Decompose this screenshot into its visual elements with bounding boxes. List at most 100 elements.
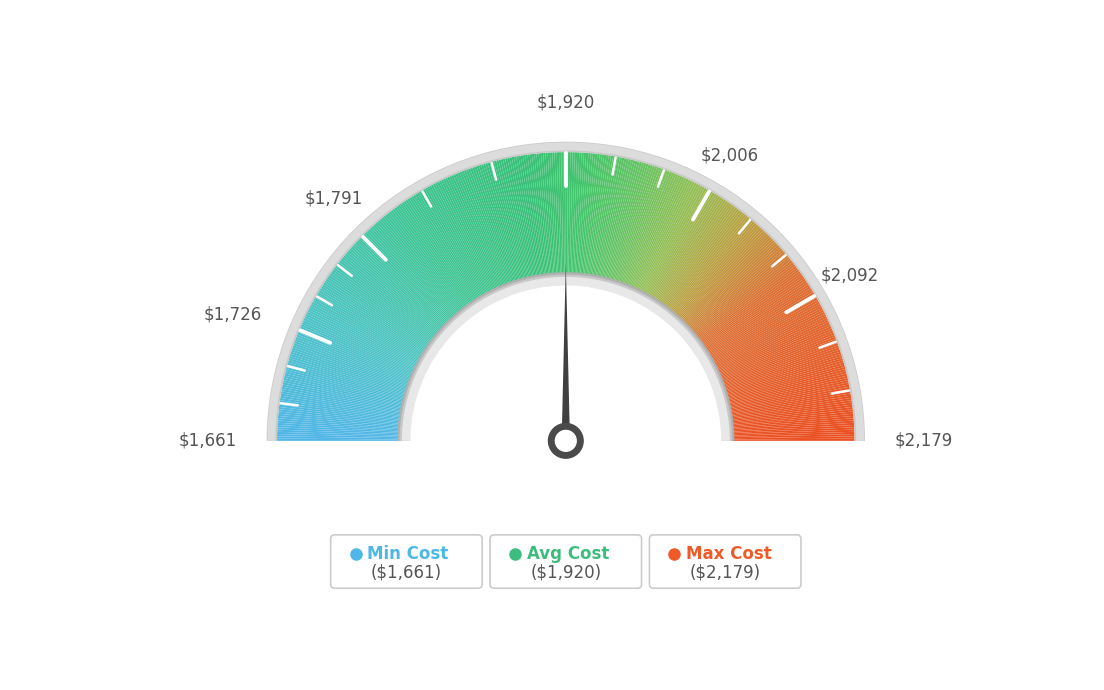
Wedge shape xyxy=(618,167,659,284)
Wedge shape xyxy=(466,169,509,285)
Wedge shape xyxy=(644,186,703,295)
Wedge shape xyxy=(314,298,422,359)
Wedge shape xyxy=(332,269,432,343)
Wedge shape xyxy=(280,398,402,417)
Wedge shape xyxy=(574,152,582,275)
Text: Avg Cost: Avg Cost xyxy=(527,545,609,563)
Wedge shape xyxy=(584,154,599,276)
Wedge shape xyxy=(672,218,752,313)
Wedge shape xyxy=(279,400,401,419)
Wedge shape xyxy=(443,179,496,290)
Text: ($1,661): ($1,661) xyxy=(371,564,442,582)
Wedge shape xyxy=(732,416,853,428)
Text: $1,726: $1,726 xyxy=(203,306,262,324)
Wedge shape xyxy=(337,264,434,340)
Wedge shape xyxy=(479,165,517,282)
Wedge shape xyxy=(731,409,853,424)
Circle shape xyxy=(411,286,721,595)
Wedge shape xyxy=(357,240,446,326)
Wedge shape xyxy=(491,161,524,280)
Wedge shape xyxy=(383,215,461,312)
Wedge shape xyxy=(671,217,750,313)
FancyBboxPatch shape xyxy=(330,535,482,589)
Wedge shape xyxy=(400,204,471,305)
Wedge shape xyxy=(694,259,792,337)
Circle shape xyxy=(549,424,583,458)
Wedge shape xyxy=(724,354,841,392)
Wedge shape xyxy=(731,402,852,420)
Wedge shape xyxy=(676,224,758,317)
Wedge shape xyxy=(278,411,401,425)
Wedge shape xyxy=(611,163,646,281)
Wedge shape xyxy=(682,235,769,323)
Wedge shape xyxy=(724,356,842,393)
Wedge shape xyxy=(633,177,684,289)
Wedge shape xyxy=(629,174,678,288)
Wedge shape xyxy=(388,213,464,310)
Wedge shape xyxy=(554,152,561,275)
Wedge shape xyxy=(308,310,417,366)
Wedge shape xyxy=(411,286,721,441)
Wedge shape xyxy=(556,152,562,275)
Wedge shape xyxy=(732,418,853,429)
Wedge shape xyxy=(730,395,851,416)
Wedge shape xyxy=(583,154,597,275)
Wedge shape xyxy=(599,158,627,278)
Wedge shape xyxy=(641,184,699,293)
Wedge shape xyxy=(623,169,666,285)
Wedge shape xyxy=(352,245,444,329)
Wedge shape xyxy=(628,173,677,287)
Wedge shape xyxy=(328,275,429,346)
Wedge shape xyxy=(637,179,691,291)
Wedge shape xyxy=(351,246,443,330)
Wedge shape xyxy=(363,233,450,322)
Wedge shape xyxy=(732,432,854,437)
Wedge shape xyxy=(532,154,548,276)
Wedge shape xyxy=(606,161,638,279)
Wedge shape xyxy=(514,157,538,277)
Wedge shape xyxy=(665,208,740,308)
Wedge shape xyxy=(288,360,406,395)
Wedge shape xyxy=(278,416,400,428)
Wedge shape xyxy=(716,320,829,373)
Wedge shape xyxy=(323,282,427,351)
Wedge shape xyxy=(639,181,694,292)
Wedge shape xyxy=(563,152,565,275)
Wedge shape xyxy=(715,316,827,370)
Wedge shape xyxy=(299,328,413,377)
Wedge shape xyxy=(723,347,840,388)
Wedge shape xyxy=(362,235,449,323)
Wedge shape xyxy=(457,172,505,287)
Wedge shape xyxy=(704,280,807,350)
Wedge shape xyxy=(428,186,488,295)
Wedge shape xyxy=(291,349,408,389)
Wedge shape xyxy=(725,362,845,397)
Wedge shape xyxy=(552,152,560,275)
Wedge shape xyxy=(310,304,420,363)
Wedge shape xyxy=(722,341,838,384)
Wedge shape xyxy=(394,207,468,307)
Wedge shape xyxy=(657,199,726,302)
Wedge shape xyxy=(288,358,406,395)
Wedge shape xyxy=(702,275,804,346)
Wedge shape xyxy=(732,436,854,440)
Wedge shape xyxy=(445,178,498,290)
Wedge shape xyxy=(605,160,636,279)
Wedge shape xyxy=(304,318,415,371)
Wedge shape xyxy=(624,170,668,285)
Wedge shape xyxy=(342,257,437,336)
Wedge shape xyxy=(732,423,854,432)
Wedge shape xyxy=(286,367,405,400)
Wedge shape xyxy=(327,277,429,347)
Wedge shape xyxy=(638,181,693,291)
Wedge shape xyxy=(431,185,489,294)
Wedge shape xyxy=(696,260,793,338)
Wedge shape xyxy=(732,425,854,433)
Wedge shape xyxy=(277,425,400,433)
Wedge shape xyxy=(302,320,415,373)
Wedge shape xyxy=(397,273,734,441)
Wedge shape xyxy=(343,255,438,335)
Wedge shape xyxy=(647,189,709,297)
Wedge shape xyxy=(278,409,401,424)
Wedge shape xyxy=(636,179,689,290)
